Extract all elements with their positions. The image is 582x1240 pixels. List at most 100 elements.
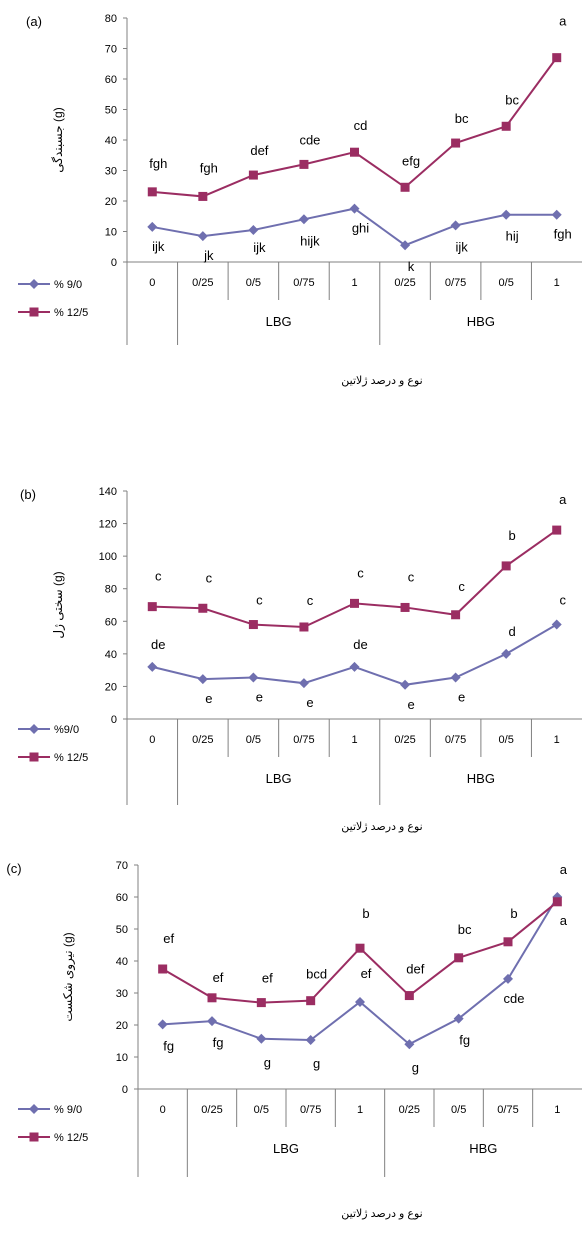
data-point-diamond [400, 679, 411, 690]
category-label: 0/5 [499, 277, 514, 289]
data-point-square [503, 937, 513, 947]
data-point-diamond [207, 1016, 217, 1027]
data-label: cd [354, 118, 368, 133]
chart-svg: (b) 0 20 40 60 80 100 120 140 0 0/25 0/5 0/75 1 0/25 0/… [18, 486, 582, 833]
data-label: de [151, 637, 165, 652]
category-label: 1 [351, 734, 357, 746]
y-tick-label: 20 [105, 681, 117, 693]
data-label: e [256, 689, 263, 704]
data-label: a [560, 913, 568, 928]
data-point-square [147, 602, 157, 612]
x-axis-label: نوع و درصد ژلاتین [341, 1208, 422, 1220]
data-point-square [451, 610, 461, 620]
data-label: fg [459, 1033, 470, 1048]
data-point-diamond [147, 661, 158, 672]
data-point-square [552, 53, 562, 63]
y-tick-label: 30 [116, 988, 128, 1000]
series-line [152, 529, 558, 628]
category-label: 0/25 [201, 1104, 222, 1116]
panel-label: (a) [26, 14, 42, 29]
data-point-diamond [551, 619, 562, 630]
data-point-diamond [197, 674, 208, 685]
data-point-diamond [551, 209, 562, 220]
data-label: c [357, 565, 364, 580]
data-label: e [407, 697, 414, 712]
data-point-diamond [248, 224, 259, 235]
data-label: ef [163, 931, 174, 946]
data-label: fg [213, 1035, 224, 1050]
category-label: 0/5 [246, 277, 261, 289]
data-point-square [256, 998, 266, 1008]
legend-marker-diamond [29, 1104, 39, 1114]
data-label: g [412, 1060, 419, 1075]
category-label: 0/75 [300, 1104, 321, 1116]
data-label: b [510, 906, 517, 921]
category-label: 1 [554, 277, 560, 289]
data-label: efg [402, 153, 420, 168]
data-point-square [350, 598, 359, 608]
data-point-diamond [503, 973, 513, 984]
panel-label: (c) [6, 861, 21, 876]
data-label: g [313, 1056, 320, 1071]
data-point-diamond [256, 1033, 267, 1044]
chart-svg: (a) 0 10 20 30 40 50 60 70 80 0 0/25 0/5 0/75 1 0/25 0/7… [18, 13, 582, 387]
y-axis-label: نیروی شکست (g) [61, 932, 76, 1021]
data-point-square [400, 182, 410, 192]
chart-panel-c: (c) 0 10 20 30 40 50 60 70 0 0/25 0/5 0/75 1 0/25 0/5 0/… [0, 855, 582, 1235]
data-point-square [501, 561, 511, 571]
data-label: cde [504, 991, 525, 1006]
data-label: c [206, 570, 213, 585]
data-label: hij [506, 229, 519, 244]
legend-label: % 12/5 [54, 1132, 88, 1144]
x-axis-label: نوع و درصد ژلاتین [341, 375, 422, 387]
data-label: b [509, 528, 516, 543]
data-point-square [400, 602, 410, 612]
legend-label: % 12/5 [54, 752, 88, 764]
data-point-diamond [248, 672, 259, 683]
category-label: 0/5 [499, 734, 514, 746]
data-point-diamond [450, 672, 461, 683]
group-label: LBG [273, 1141, 299, 1156]
y-tick-label: 40 [105, 649, 117, 661]
data-point-square [451, 138, 461, 148]
data-label: bcd [306, 967, 327, 982]
data-point-square [350, 147, 359, 157]
data-point-square [355, 943, 365, 953]
y-tick-label: 20 [105, 196, 117, 208]
data-label: c [155, 569, 162, 584]
data-point-square [147, 187, 157, 197]
data-label: def [406, 962, 424, 977]
data-point-square [404, 991, 414, 1001]
group-label: LBG [266, 314, 292, 329]
group-label: HBG [467, 771, 495, 786]
data-label: c [307, 593, 314, 608]
category-label: 1 [351, 277, 357, 289]
data-label: b [362, 906, 369, 921]
y-tick-label: 60 [105, 616, 117, 628]
data-label: ijk [455, 239, 468, 254]
y-tick-label: 80 [105, 584, 117, 596]
data-point-diamond [349, 203, 360, 214]
data-label: d [509, 624, 516, 639]
data-point-diamond [349, 661, 360, 672]
y-tick-label: 140 [99, 486, 117, 498]
legend-marker-diamond [29, 724, 39, 734]
category-label: 0/75 [445, 734, 466, 746]
y-tick-label: 0 [122, 1084, 128, 1096]
category-label: 0 [160, 1104, 166, 1116]
category-label: 0/25 [399, 1104, 420, 1116]
data-label: bc [458, 922, 472, 937]
data-point-diamond [501, 648, 512, 659]
category-label: 0/75 [497, 1104, 518, 1116]
y-tick-label: 10 [105, 227, 117, 239]
data-point-square [207, 993, 217, 1003]
data-point-square [198, 191, 208, 201]
category-label: 0/75 [293, 277, 314, 289]
y-tick-label: 50 [116, 924, 128, 936]
data-point-diamond [305, 1035, 316, 1046]
data-label: fgh [554, 227, 572, 242]
data-label: bc [455, 111, 469, 126]
y-tick-label: 60 [105, 74, 117, 86]
data-label: ijk [152, 239, 165, 254]
group-label: HBG [467, 314, 495, 329]
